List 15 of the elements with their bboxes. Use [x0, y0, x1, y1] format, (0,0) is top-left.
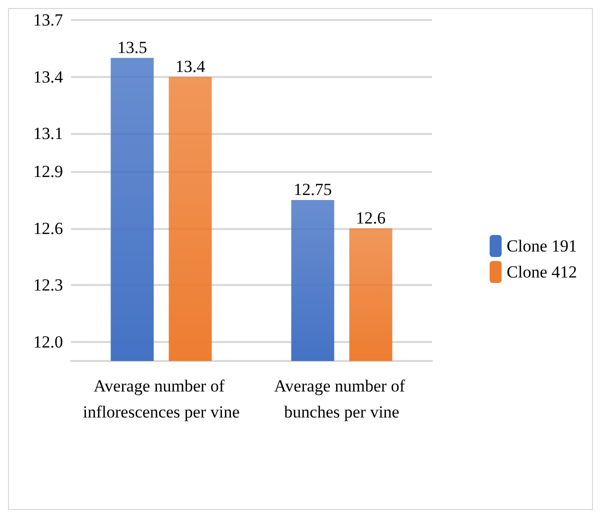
- data-label: 13.4: [175, 56, 206, 76]
- y-tick-label: 13.7: [33, 10, 64, 30]
- y-tick-label: 13.4: [33, 67, 64, 86]
- x-tick-label: Average number of bunches per vine: [274, 376, 410, 422]
- data-label: 12.75: [294, 180, 332, 199]
- y-tick-label: 12.3: [33, 276, 63, 295]
- legend-label: Clone 191: [506, 236, 577, 256]
- x-tick-label: Average number of inflorescences per vine: [82, 376, 240, 422]
- data-label: 12.6: [356, 208, 386, 228]
- y-tick-label: 12.6: [33, 218, 63, 238]
- y-tick-label: 12.0: [33, 332, 63, 352]
- legend-label: Clone 412: [506, 262, 577, 282]
- data-label: 13.5: [117, 38, 148, 57]
- y-tick-label: 12.9: [33, 162, 63, 182]
- y-tick-label: 13.1: [33, 124, 63, 144]
